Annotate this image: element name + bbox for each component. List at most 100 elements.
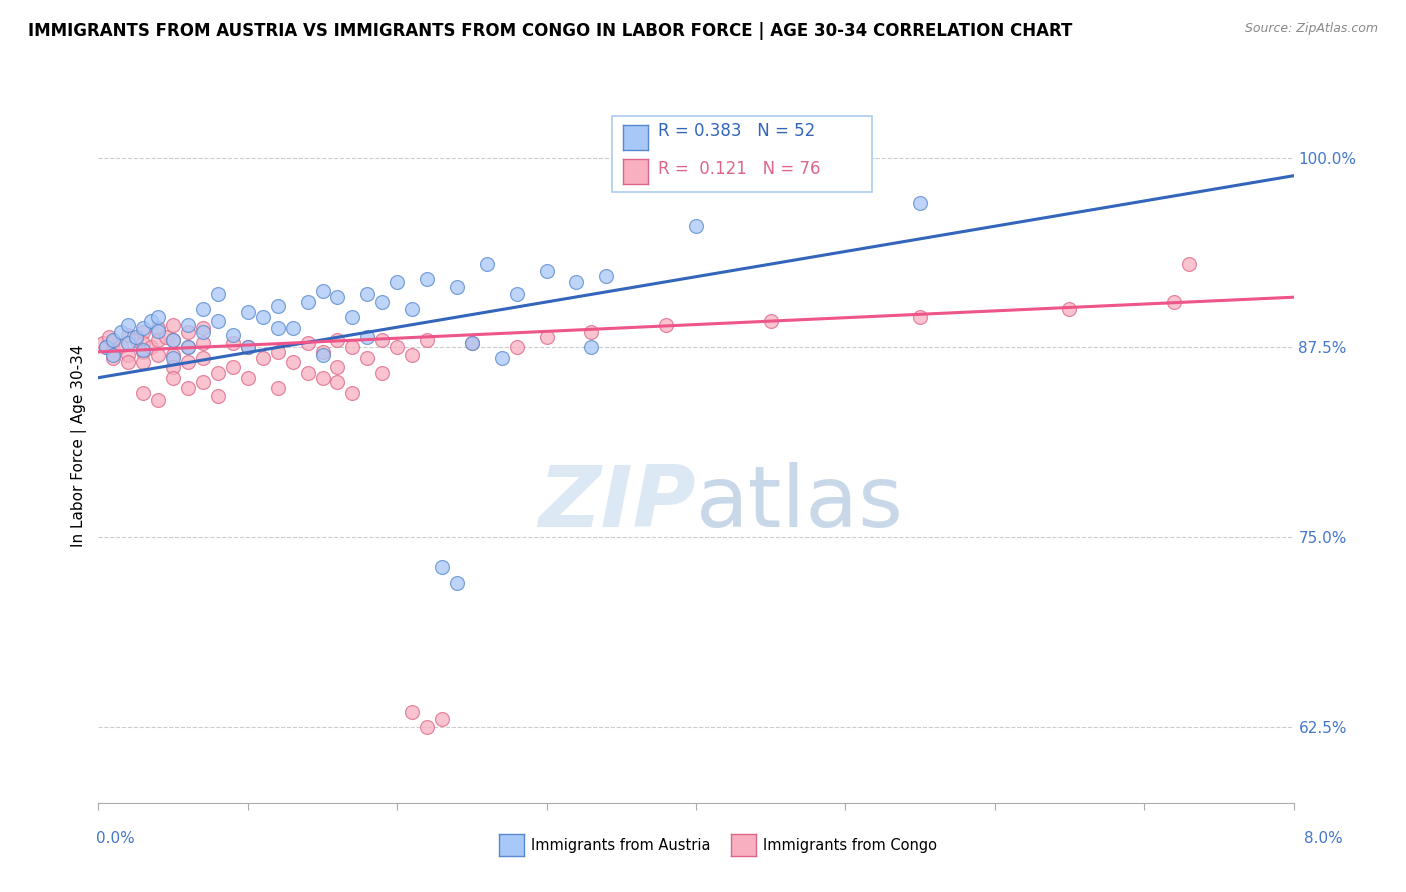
Point [110,325,132,339]
Point [148,324,170,338]
Point [461,335,484,350]
Point [207,389,229,403]
Point [581,325,603,339]
Point [446,575,468,590]
Point [132,325,155,339]
Point [139,314,162,328]
Point [506,340,529,354]
Point [222,335,245,350]
Point [506,287,529,301]
Point [117,335,139,350]
Point [1178,257,1201,271]
Point [162,351,184,365]
Point [297,335,319,350]
Point [110,339,132,353]
Point [267,299,290,313]
Point [908,310,931,324]
Point [326,376,349,390]
Point [342,385,364,400]
Point [536,264,558,278]
Point [132,320,155,334]
Point [94,340,117,354]
Point [162,333,184,347]
Text: atlas: atlas [696,461,904,545]
Point [117,348,139,362]
Point [281,320,304,334]
Point [103,334,125,349]
Point [162,359,184,374]
Point [326,333,349,347]
Point [356,287,378,301]
Point [401,705,423,719]
Point [162,348,184,362]
Point [252,310,274,324]
Point [491,351,513,365]
Text: IMMIGRANTS FROM AUSTRIA VS IMMIGRANTS FROM CONGO IN LABOR FORCE | AGE 30-34 CORR: IMMIGRANTS FROM AUSTRIA VS IMMIGRANTS FR… [28,22,1073,40]
Point [759,314,782,328]
Text: ZIP: ZIP [538,461,696,545]
Point [162,370,184,384]
Point [132,355,155,369]
Point [1059,302,1081,317]
Point [148,393,170,408]
Point [311,348,333,362]
Point [177,355,200,369]
Point [342,340,364,354]
Point [117,355,139,369]
Text: Immigrants from Congo: Immigrants from Congo [763,838,938,853]
Point [461,335,484,350]
Point [416,333,439,347]
Point [236,370,259,384]
Point [311,370,333,384]
Text: Immigrants from Austria: Immigrants from Austria [531,838,711,853]
Point [117,328,139,343]
Point [148,333,170,347]
Point [252,351,274,365]
Point [132,385,155,400]
Point [191,320,214,334]
Point [132,344,155,359]
Point [1163,294,1185,309]
Point [430,560,453,574]
Point [356,351,378,365]
Point [385,275,409,289]
Point [132,335,155,350]
Point [655,318,678,332]
Point [326,290,349,304]
Point [222,359,245,374]
Point [236,340,259,354]
Point [97,329,120,343]
Point [162,318,184,332]
Point [536,329,558,343]
Point [222,328,245,343]
Point [132,343,155,358]
Text: Source: ZipAtlas.com: Source: ZipAtlas.com [1244,22,1378,36]
Point [103,351,125,365]
Point [103,333,125,347]
Point [191,376,214,390]
Point [416,720,439,734]
Point [117,318,139,332]
Point [94,340,117,354]
Point [371,333,394,347]
Point [148,320,170,334]
Point [281,355,304,369]
Point [371,366,394,380]
Point [177,381,200,395]
Point [207,366,229,380]
Point [236,340,259,354]
Point [311,344,333,359]
Point [595,268,617,283]
Point [416,272,439,286]
Point [191,302,214,317]
Point [91,335,114,350]
Point [311,284,333,298]
Point [326,359,349,374]
Point [148,348,170,362]
Point [236,305,259,319]
Point [430,712,453,726]
Point [177,318,200,332]
Point [207,287,229,301]
Point [908,196,931,211]
Text: 8.0%: 8.0% [1303,831,1343,847]
